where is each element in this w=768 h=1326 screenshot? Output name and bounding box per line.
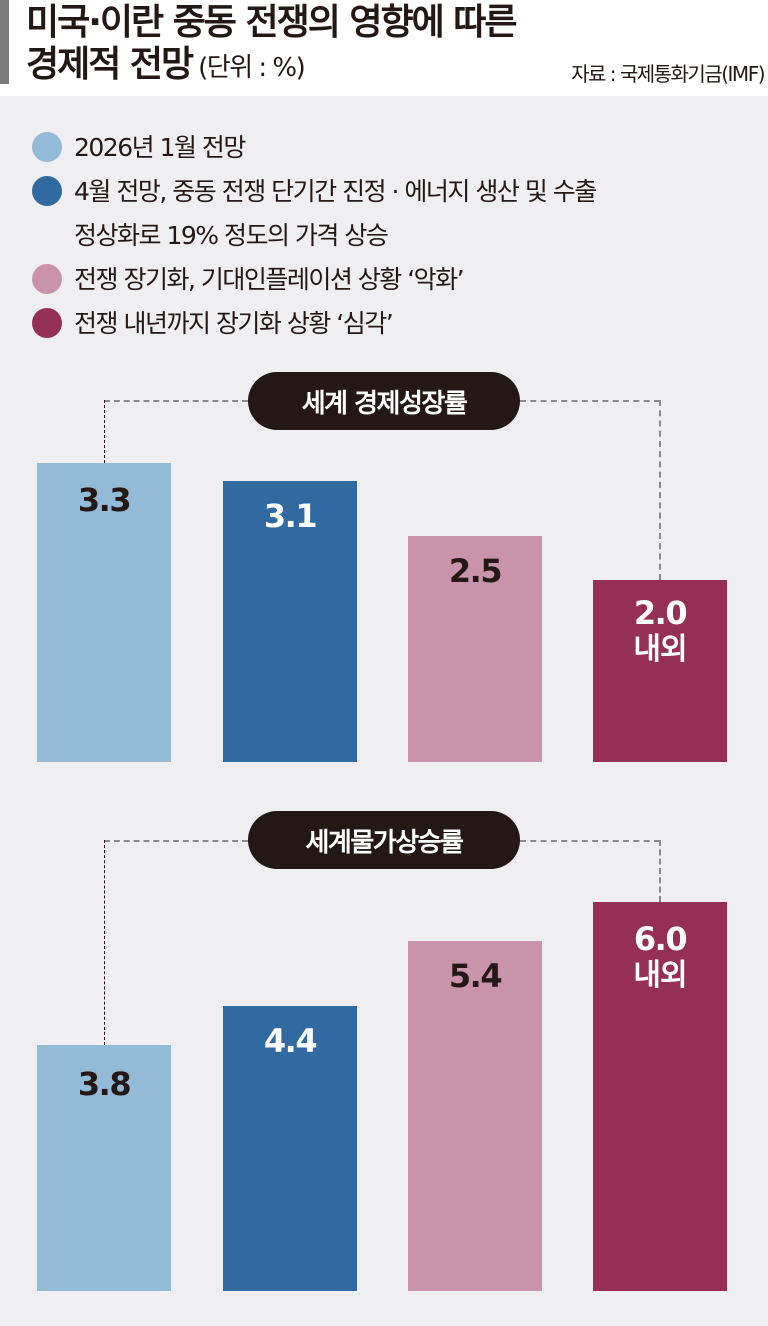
legend-dot-icon [32, 176, 62, 206]
header: 미국·이란 중동 전쟁의 영향에 따른 경제적 전망 (단위 : %) 자료 : … [0, 0, 768, 96]
bar-jan: 3.3 [37, 463, 171, 762]
bar-value: 3.1 [263, 497, 318, 535]
title-line1: 미국·이란 중동 전쟁의 영향에 따른 [26, 2, 517, 43]
bracket-line-right [520, 840, 660, 842]
legend-label-line2: 정상화로 19% 정도의 가격 상승 [74, 221, 389, 250]
bracket-tick-right [659, 400, 661, 580]
bracket-tick-right [659, 840, 661, 902]
legend-dot-icon [32, 132, 62, 162]
legend-label-line1: 4월 전망, 중동 전쟁 단기간 진정 · 에너지 생산 및 수출 [74, 177, 597, 206]
legend-dot-icon [32, 264, 62, 294]
bar-value-suffix: 내외 [633, 632, 687, 667]
bar-apr: 3.1 [223, 481, 357, 762]
legend-label: 전쟁 장기화, 기대인플레이션 상황 ‘악화’ [74, 265, 465, 294]
bar-value: 3.8 [77, 1065, 132, 1103]
chart-title-pill: 세계 경제성장률 [248, 372, 520, 430]
source-label: 자료 : 국제통화기금(IMF) [571, 62, 765, 86]
legend-item-apr: 4월 전망, 중동 전쟁 단기간 진정 · 에너지 생산 및 수출 정상화로 1… [32, 170, 752, 258]
legend-label: 2026년 1월 전망 [74, 133, 246, 162]
bar-worse: 2.5 [408, 536, 542, 762]
legend: 2026년 1월 전망 4월 전망, 중동 전쟁 단기간 진정 · 에너지 생산… [32, 126, 752, 346]
legend-item-jan: 2026년 1월 전망 [32, 126, 752, 170]
title-main: 경제적 전망 [26, 44, 194, 85]
bracket-line-left [104, 840, 248, 842]
bar-value: 5.4 [448, 957, 503, 995]
bar-apr: 4.4 [223, 1006, 357, 1291]
bracket-tick-left [104, 400, 105, 463]
legend-dot-icon [32, 308, 62, 338]
title-line2: 경제적 전망 (단위 : %) [26, 44, 306, 89]
bracket-line-left [104, 400, 248, 402]
legend-item-worse: 전쟁 장기화, 기대인플레이션 상황 ‘악화’ [32, 258, 752, 302]
unit-label: (단위 : %) [198, 53, 306, 83]
bracket-line-right [520, 400, 660, 402]
legend-label: 전쟁 내년까지 장기화 상황 ‘심각’ [74, 309, 394, 338]
bar-worse: 5.4 [408, 941, 542, 1291]
bar-value: 6.0 [633, 920, 688, 958]
bar-value-suffix: 내외 [633, 958, 687, 993]
bracket-tick-left [104, 840, 105, 1045]
bar-jan: 3.8 [37, 1045, 171, 1291]
bar-value: 2.5 [448, 552, 503, 590]
bar-severe: 6.0 내외 [593, 902, 727, 1291]
bar-value: 2.0 [633, 594, 688, 632]
bar-value-group: 6.0 내외 [593, 920, 727, 994]
bar-severe: 2.0 내외 [593, 580, 727, 762]
legend-item-severe: 전쟁 내년까지 장기화 상황 ‘심각’ [32, 302, 752, 346]
header-accent-bar [0, 0, 9, 84]
bar-value: 4.4 [263, 1022, 318, 1060]
bar-value-group: 2.0 내외 [593, 594, 727, 668]
bar-value: 3.3 [77, 481, 132, 519]
chart-title-pill: 세계물가상승률 [248, 811, 520, 869]
